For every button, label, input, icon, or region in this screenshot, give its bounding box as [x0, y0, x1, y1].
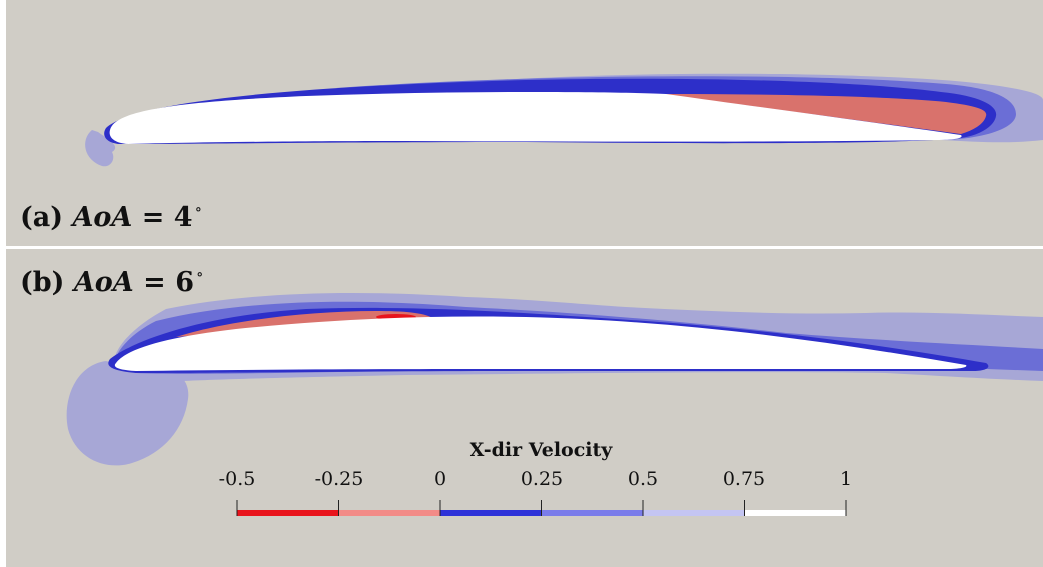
colorbar-tick: -0.5	[218, 468, 256, 490]
airfoil-b	[114, 316, 967, 371]
flow-field-a	[85, 73, 1043, 167]
colorbar-segment	[744, 510, 846, 516]
colorbar-title: X-dir Velocity	[469, 439, 613, 461]
colorbar-segment	[338, 510, 440, 516]
colorbar-segment	[643, 510, 745, 516]
leading-edge-vortex-b	[66, 361, 189, 466]
colorbar-segment	[237, 510, 339, 516]
flow-field-b	[66, 293, 1043, 466]
separation-region-a	[661, 94, 987, 134]
colorbar-tick: 1	[839, 468, 853, 490]
colorbar-tick: 0.5	[627, 468, 659, 490]
colorbar-tick: -0.25	[314, 468, 364, 490]
panel-label-b: (b) AoA = 6 ∘	[20, 265, 204, 298]
panel-b: (b) AoA = 6 ∘ X-dir Velocity -0.5 -0.25 0…	[6, 249, 1043, 567]
colorbar-tick: 0	[433, 468, 447, 490]
colorbar-segment	[440, 510, 542, 516]
panel-label-a: (a) AoA = 4 ∘	[20, 200, 202, 233]
colorbar-tick: 0.25	[520, 468, 564, 490]
colorbar-tick: 0.75	[722, 468, 766, 490]
panel-a: (a) AoA = 4 ∘	[6, 0, 1043, 246]
colorbar-segment	[541, 510, 643, 516]
colorbar	[236, 500, 847, 516]
airfoil-a	[109, 92, 962, 144]
